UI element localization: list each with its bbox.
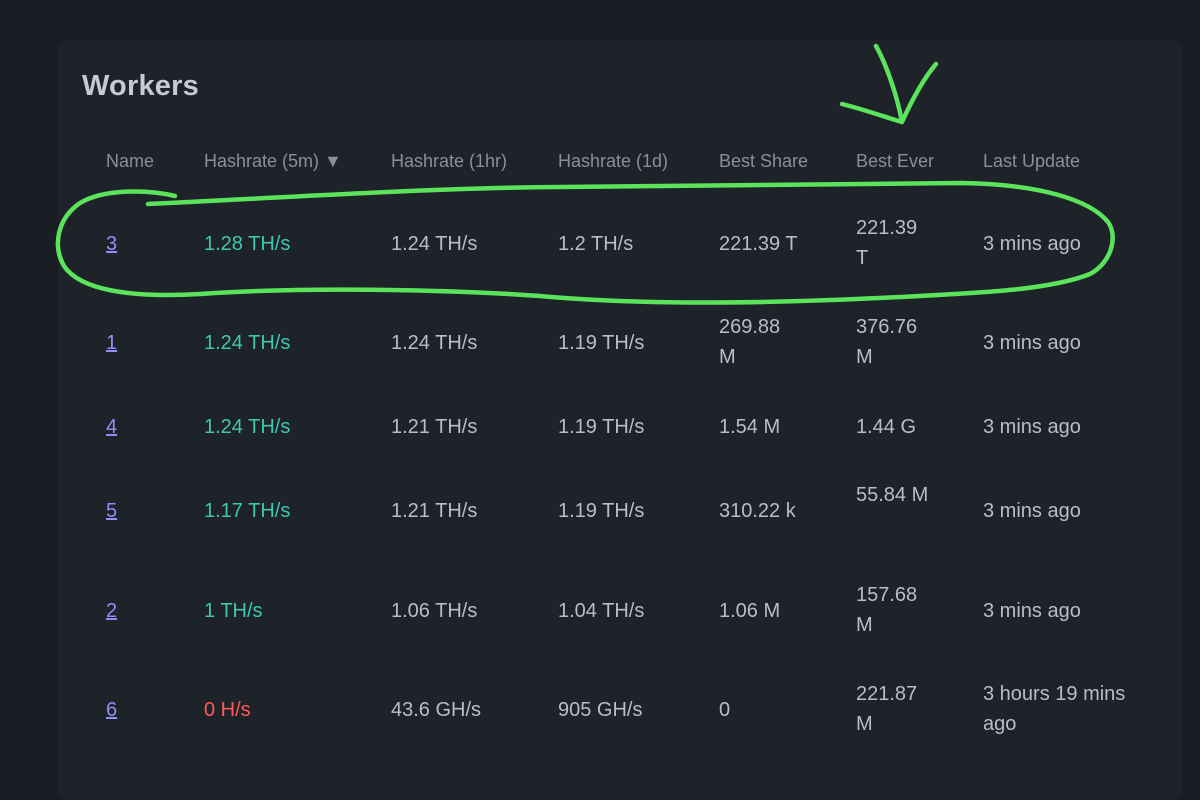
hashrate-1hr: 1.24 TH/s xyxy=(391,332,478,354)
column-header-best-ever[interactable]: Best Ever xyxy=(856,151,935,171)
column-header-hashrate-1d[interactable]: Hashrate (1d) xyxy=(558,151,669,171)
hashrate-5m: 1.24 TH/s xyxy=(204,416,291,438)
hashrate-5m: 1.28 TH/s xyxy=(204,233,291,255)
best-share: 221.39 T xyxy=(719,233,798,255)
last-update: 3 mins ago xyxy=(983,332,1081,354)
card-title: Workers xyxy=(82,70,199,102)
sort-desc-icon: ▼ xyxy=(324,151,342,171)
hashrate-1d: 1.19 TH/s xyxy=(558,416,645,438)
worker-link[interactable]: 3 xyxy=(106,233,118,255)
hashrate-1hr: 1.06 TH/s xyxy=(391,600,478,622)
best-ever: 1.44 G xyxy=(856,416,917,438)
best-ever: 157.68 M xyxy=(856,584,918,636)
best-ever: 376.76 M xyxy=(856,316,918,368)
hashrate-1d: 1.2 TH/s xyxy=(558,233,634,255)
hashrate-1d: 1.19 TH/s xyxy=(558,332,645,354)
column-header-hashrate-1hr[interactable]: Hashrate (1hr) xyxy=(391,151,508,171)
last-update: 3 mins ago xyxy=(983,233,1081,255)
best-ever: 221.39 T xyxy=(856,217,918,269)
worker-link[interactable]: 4 xyxy=(106,416,118,438)
best-share: 0 xyxy=(719,699,731,721)
hashrate-1hr: 1.24 TH/s xyxy=(391,233,478,255)
last-update: 3 mins ago xyxy=(983,500,1081,522)
best-ever: 55.84 M xyxy=(856,484,929,506)
hashrate-5m: 1.24 TH/s xyxy=(204,332,291,354)
column-header-name[interactable]: Name xyxy=(106,151,155,171)
hashrate-5m: 1.17 TH/s xyxy=(204,500,291,522)
best-share: 1.06 M xyxy=(719,600,781,622)
last-update: 3 hours 19 mins ago xyxy=(983,683,1126,735)
best-ever: 221.87 M xyxy=(856,683,918,735)
last-update: 3 mins ago xyxy=(983,600,1081,622)
worker-link[interactable]: 1 xyxy=(106,332,118,354)
last-update: 3 mins ago xyxy=(983,416,1081,438)
column-header-hashrate-5m[interactable]: Hashrate (5m) ▼ xyxy=(204,151,342,172)
hashrate-5m: 1 TH/s xyxy=(204,600,263,622)
hashrate-1d: 1.19 TH/s xyxy=(558,500,645,522)
best-share: 269.88 M xyxy=(719,316,781,368)
hashrate-1d: 905 GH/s xyxy=(558,699,643,721)
worker-link[interactable]: 5 xyxy=(106,500,118,522)
hashrate-1hr: 43.6 GH/s xyxy=(391,699,482,721)
worker-link[interactable]: 2 xyxy=(106,600,118,622)
hashrate-5m: 0 H/s xyxy=(204,699,251,721)
column-header-last-update[interactable]: Last Update xyxy=(983,151,1081,171)
worker-link[interactable]: 6 xyxy=(106,699,118,721)
workers-card: Workers Name Hashrate (5m) ▼ Hashrate (1… xyxy=(58,40,1182,800)
best-share: 310.22 k xyxy=(719,500,796,522)
hashrate-1d: 1.04 TH/s xyxy=(558,600,645,622)
hashrate-1hr: 1.21 TH/s xyxy=(391,500,478,522)
hashrate-1hr: 1.21 TH/s xyxy=(391,416,478,438)
column-header-best-share[interactable]: Best Share xyxy=(719,151,809,171)
best-share: 1.54 M xyxy=(719,416,781,438)
column-header-label: Hashrate (5m) xyxy=(204,151,320,171)
